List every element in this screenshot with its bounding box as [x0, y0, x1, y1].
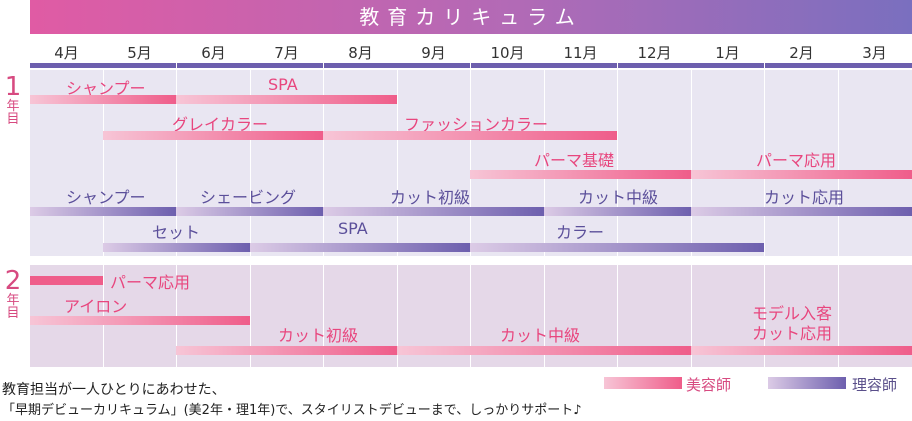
grid-line	[691, 70, 692, 367]
year2-kanji: 年	[6, 293, 20, 308]
y2-perm-applied-label: パーマ応用	[110, 273, 191, 292]
month-label: 11月	[563, 44, 598, 62]
curriculum-title: 教育カリキュラム	[30, 0, 912, 34]
y2-cut-beginner-label: カット初級	[278, 326, 359, 345]
grid-line	[470, 70, 471, 367]
month-underline	[324, 63, 470, 68]
month-underline	[30, 63, 176, 68]
year2-label: 2 年 目	[2, 268, 24, 320]
month-label: 1月	[715, 44, 740, 62]
year1-label: 1 年 目	[2, 74, 24, 126]
y1-barber-cut-applied-label: カット応用	[764, 188, 845, 207]
y1-barber-cut-beginner-bar	[323, 207, 544, 216]
y1-barber-spa-label: SPA	[338, 219, 368, 238]
month-label: 8月	[348, 44, 373, 62]
month-label: 6月	[201, 44, 226, 62]
y1-beauty-spa-bar	[176, 95, 397, 104]
y1-beauty-shampoo-label: シャンプー	[66, 79, 146, 98]
grid-line	[764, 70, 765, 367]
year1-kanji: 年	[6, 99, 20, 114]
legend-barber-label: 理容師	[852, 376, 898, 394]
grid-line	[323, 70, 324, 367]
year2-number: 2	[4, 266, 22, 296]
legend-beauty-label: 美容師	[686, 376, 732, 394]
y1-beauty-spa-label: SPA	[268, 75, 298, 94]
grid-line	[617, 70, 618, 367]
y2-model-cut-applied-bar	[691, 346, 912, 355]
month-underline	[618, 63, 764, 68]
month-label: 5月	[127, 44, 152, 62]
year1-kanji: 目	[6, 112, 20, 127]
y1-beauty-grey-color-bar	[103, 131, 323, 140]
y1-barber-color-label: カラー	[556, 223, 605, 242]
y2-cut-intermediate-label: カット中級	[500, 326, 581, 345]
y1-beauty-perm-basic-label: パーマ基礎	[534, 151, 615, 170]
y2-model-label-line1: モデル入客	[752, 304, 833, 323]
y1-barber-cut-beginner-label: カット初級	[390, 188, 471, 207]
footer-line2: 「早期デビューカリキュラム」(美2年・理1年)で、スタイリストデビューまで、しっ…	[2, 403, 582, 418]
y1-beauty-perm-applied-label: パーマ応用	[756, 151, 837, 170]
y1-barber-color-bar	[470, 243, 764, 252]
y1-barber-set-label: セット	[152, 223, 201, 242]
y1-barber-spa-bar	[250, 243, 470, 252]
y1-barber-cut-intermediate-bar	[544, 207, 691, 216]
month-underline	[471, 63, 617, 68]
month-underline	[177, 63, 323, 68]
y1-beauty-shampoo-bar	[30, 95, 176, 104]
month-label: 12月	[637, 44, 672, 62]
y2-model-label-line2: カット応用	[752, 324, 833, 343]
y1-beauty-grey-color-label: グレイカラー	[172, 115, 269, 134]
month-label: 3月	[862, 44, 887, 62]
y1-barber-shaving-label: シェービング	[200, 188, 297, 207]
month-label: 10月	[490, 44, 525, 62]
month-label: 4月	[54, 44, 79, 62]
grid-line	[103, 70, 104, 367]
y1-barber-shampoo-label: シャンプー	[66, 188, 146, 207]
grid-line	[176, 70, 177, 367]
y1-barber-cut-applied-bar	[691, 207, 912, 216]
grid-line	[544, 70, 545, 367]
legend-barber-swatch	[768, 377, 846, 389]
y2-iron-bar	[30, 316, 250, 325]
y2-iron-label: アイロン	[64, 297, 128, 316]
y1-beauty-perm-basic-bar	[470, 170, 691, 179]
y1-barber-set-bar	[103, 243, 250, 252]
y1-beauty-fashion-color-label: ファッションカラー	[404, 115, 549, 134]
y1-barber-shaving-bar	[176, 207, 323, 216]
y2-cut-intermediate-bar	[397, 346, 691, 355]
y1-barber-cut-intermediate-label: カット中級	[578, 188, 659, 207]
year2-kanji: 目	[6, 306, 20, 321]
footer-line1: 教育担当が一人ひとりにあわせた、	[2, 382, 226, 398]
y1-beauty-fashion-color-bar	[323, 131, 617, 140]
y2-perm-applied-bar	[30, 276, 103, 285]
y1-barber-shampoo-bar	[30, 207, 176, 216]
month-label: 7月	[274, 44, 299, 62]
y2-cut-beginner-bar	[176, 346, 397, 355]
month-underline	[765, 63, 912, 68]
grid-line	[838, 70, 839, 367]
month-label: 9月	[421, 44, 446, 62]
y1-beauty-perm-applied-bar	[691, 170, 912, 179]
grid-line	[250, 70, 251, 367]
month-label: 2月	[789, 44, 814, 62]
grid-line	[397, 70, 398, 367]
year1-number: 1	[4, 72, 22, 102]
legend-beauty-swatch	[604, 377, 682, 389]
